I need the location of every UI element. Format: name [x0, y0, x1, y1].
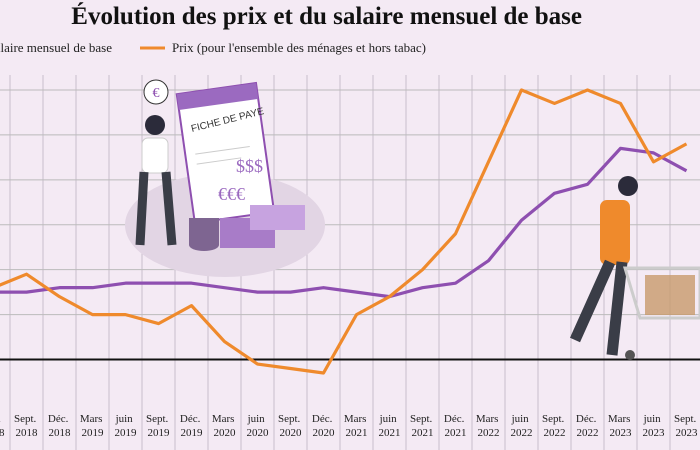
- x-tick-label: juin 2020: [247, 413, 270, 439]
- illustration-text: $$$: [236, 156, 263, 176]
- x-axis: juin 2018 Sept. 2018 Déc. 2018 Mars 2019 jui…: [0, 413, 699, 439]
- coins: [189, 218, 219, 245]
- person: [141, 137, 169, 174]
- person: [135, 171, 177, 246]
- illustration-text: €€€: [218, 184, 245, 204]
- series-line: [0, 88, 688, 375]
- x-tick-label: juin 2021: [379, 413, 401, 439]
- x-tick-label: Déc. 2018: [48, 413, 71, 439]
- person: [618, 176, 638, 196]
- cart: [622, 266, 700, 320]
- x-tick-label: Mars 2023: [608, 413, 633, 439]
- x-tick-label: Déc. 2021: [444, 413, 467, 439]
- bubble: [143, 79, 169, 105]
- x-tick-label: Mars 2019: [80, 413, 105, 439]
- x-tick-label: Déc. 2019: [180, 413, 203, 439]
- illustration: FICHE DE PAYE $$$ €€€ €: [125, 79, 700, 360]
- cart: [625, 350, 635, 360]
- x-tick-label: Sept. 2019: [146, 413, 171, 439]
- legend-label: Salaire mensuel de base: [0, 40, 112, 55]
- grid: [0, 75, 700, 450]
- legend: Salaire mensuel de base Prix (pour l'ense…: [0, 40, 426, 55]
- x-tick-label: juin 2018: [0, 413, 5, 439]
- x-tick-label: juin 2023: [643, 413, 666, 439]
- x-tick-label: Sept. 2021: [410, 413, 435, 439]
- person: [145, 115, 165, 135]
- person: [569, 259, 628, 356]
- x-tick-label: Mars 2022: [476, 413, 501, 439]
- x-tick-label: Déc. 2020: [312, 413, 335, 439]
- legend-label: Prix (pour l'ensemble des ménages et hor…: [172, 40, 426, 55]
- person: [600, 200, 630, 265]
- illustration-text: €: [153, 86, 160, 101]
- cash: [250, 205, 305, 230]
- x-tick-label: juin 2019: [115, 413, 138, 439]
- cart: [645, 275, 695, 315]
- chart-title: Évolution des prix et du salaire mensuel…: [71, 2, 582, 30]
- x-tick-label: Mars 2020: [212, 413, 237, 439]
- x-tick-label: Sept. 2023: [674, 413, 699, 439]
- x-tick-label: Sept. 2018: [14, 413, 39, 439]
- x-tick-label: Mars 2021: [344, 413, 369, 439]
- x-tick-label: Sept. 2022: [542, 413, 567, 439]
- series-line: [0, 146, 688, 299]
- x-tick-label: juin 2022: [511, 413, 533, 439]
- x-tick-label: Déc. 2022: [576, 413, 599, 439]
- x-tick-label: Sept. 2020: [278, 413, 303, 439]
- plot: [0, 88, 688, 375]
- payslip: [175, 81, 276, 225]
